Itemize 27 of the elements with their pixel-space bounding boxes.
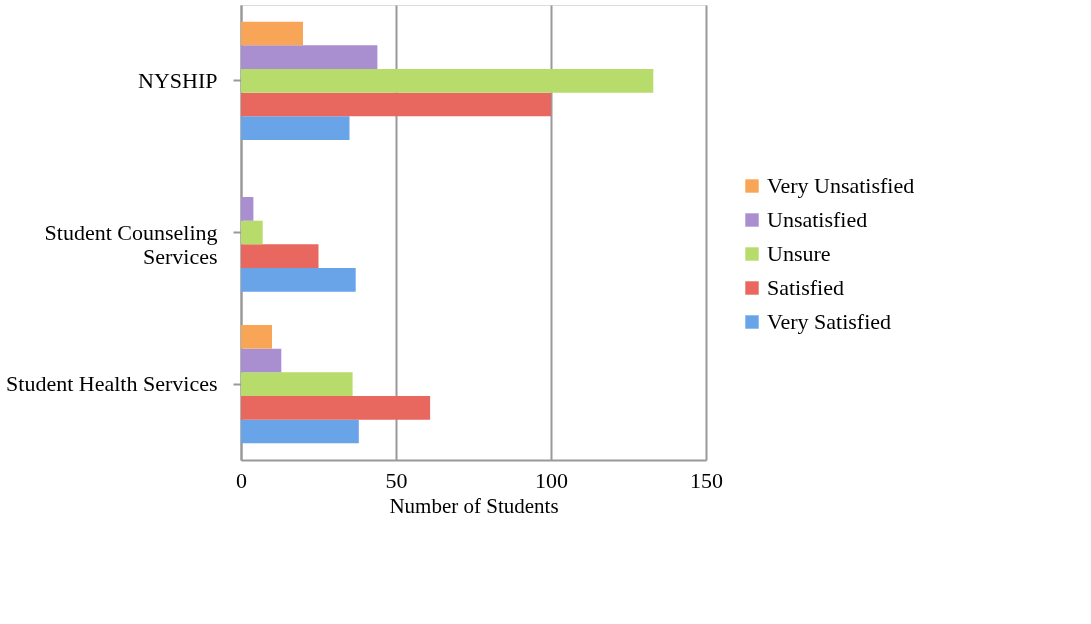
bar — [241, 348, 282, 373]
bar — [241, 220, 263, 245]
legend-label: Satisfied — [767, 275, 844, 300]
x-axis-title: Number of Students — [389, 493, 559, 518]
x-tick-label: 150 — [690, 467, 723, 493]
legend-label: Very Satisfied — [767, 309, 892, 334]
x-tick-label: 100 — [535, 467, 568, 493]
bar — [241, 419, 359, 444]
y-tick-label: Student Health Services — [6, 371, 218, 397]
bar — [241, 21, 303, 46]
bar — [241, 372, 353, 396]
bar — [241, 45, 378, 69]
legend-label: Very Unsatisfied — [767, 173, 915, 198]
bar — [241, 197, 254, 221]
bar — [241, 116, 350, 140]
x-tick-label: 50 — [385, 467, 408, 493]
bar — [241, 69, 654, 93]
bar — [241, 396, 431, 420]
bar — [241, 325, 272, 349]
bar — [241, 267, 356, 292]
legend-label: Unsure — [767, 241, 831, 266]
legend-label: Unsatisfied — [767, 207, 868, 232]
y-tick-label: Student Counseling Services — [44, 219, 218, 269]
bar — [241, 244, 319, 268]
y-tick-label: NYSHIP — [138, 67, 218, 93]
x-tick-label: 0 — [236, 467, 247, 493]
bar — [241, 92, 551, 117]
